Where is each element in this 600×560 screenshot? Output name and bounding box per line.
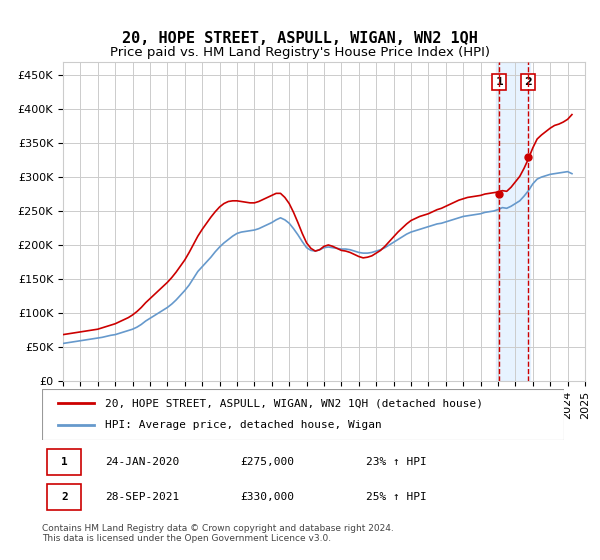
Text: £275,000: £275,000 [241, 457, 295, 467]
Text: Contains HM Land Registry data © Crown copyright and database right 2024.
This d: Contains HM Land Registry data © Crown c… [42, 524, 394, 543]
Text: £330,000: £330,000 [241, 492, 295, 502]
FancyBboxPatch shape [42, 389, 564, 440]
Text: 2: 2 [524, 77, 532, 87]
Text: 23% ↑ HPI: 23% ↑ HPI [365, 457, 427, 467]
Text: HPI: Average price, detached house, Wigan: HPI: Average price, detached house, Wiga… [104, 421, 382, 431]
Text: 28-SEP-2021: 28-SEP-2021 [104, 492, 179, 502]
FancyBboxPatch shape [47, 449, 81, 475]
Text: 1: 1 [496, 77, 503, 87]
Text: 1: 1 [61, 457, 68, 467]
Text: 20, HOPE STREET, ASPULL, WIGAN, WN2 1QH (detached house): 20, HOPE STREET, ASPULL, WIGAN, WN2 1QH … [104, 398, 482, 408]
Text: 20, HOPE STREET, ASPULL, WIGAN, WN2 1QH: 20, HOPE STREET, ASPULL, WIGAN, WN2 1QH [122, 31, 478, 46]
Text: 2: 2 [61, 492, 68, 502]
Text: 25% ↑ HPI: 25% ↑ HPI [365, 492, 427, 502]
Text: 24-JAN-2020: 24-JAN-2020 [104, 457, 179, 467]
Text: Price paid vs. HM Land Registry's House Price Index (HPI): Price paid vs. HM Land Registry's House … [110, 46, 490, 59]
Bar [496, 62, 530, 381]
FancyBboxPatch shape [47, 484, 81, 510]
